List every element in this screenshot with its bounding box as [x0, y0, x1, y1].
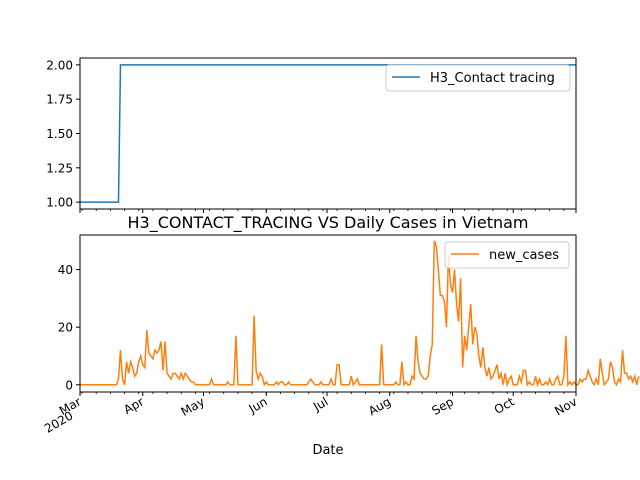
bottom-legend: new_cases: [444, 241, 570, 269]
top-legend-label: H3_Contact tracing: [430, 71, 555, 86]
top-x-ticks: [79, 209, 577, 213]
bottom-y-ticks: 0 20 40: [58, 263, 80, 392]
bottom-legend-box: [444, 241, 570, 269]
top-y-tick-label: 2.00: [46, 58, 73, 72]
top-y-tick-label: 1.75: [46, 93, 73, 107]
bottom-chart-title: H3_CONTACT_TRACING VS Daily Cases in Vie…: [127, 213, 528, 233]
bottom-plot-frame: [79, 234, 577, 393]
bottom-y-tick-label: 0: [65, 378, 73, 392]
bottom-series-line: [80, 240, 640, 388]
top-legend-box: [385, 64, 571, 92]
bottom-legend-label: new_cases: [489, 248, 559, 263]
top-panel: 1.00 1.25 1.50 1.75 2.00 H3_Contact tracing: [46, 57, 577, 213]
x-tick-label: Jul: [310, 394, 330, 414]
x-axis-label: Date: [312, 443, 343, 458]
top-y-tick-label: 1.00: [46, 196, 73, 210]
top-y-ticks: 1.00 1.25 1.50 1.75 2.00: [46, 58, 80, 210]
top-legend: H3_Contact tracing: [385, 64, 571, 92]
top-y-tick-label: 1.50: [46, 127, 73, 141]
bottom-y-tick-label: 20: [58, 321, 73, 335]
top-series-line: [80, 64, 576, 203]
bottom-y-tick-label: 40: [58, 263, 73, 277]
top-y-tick-label: 1.25: [46, 161, 73, 175]
